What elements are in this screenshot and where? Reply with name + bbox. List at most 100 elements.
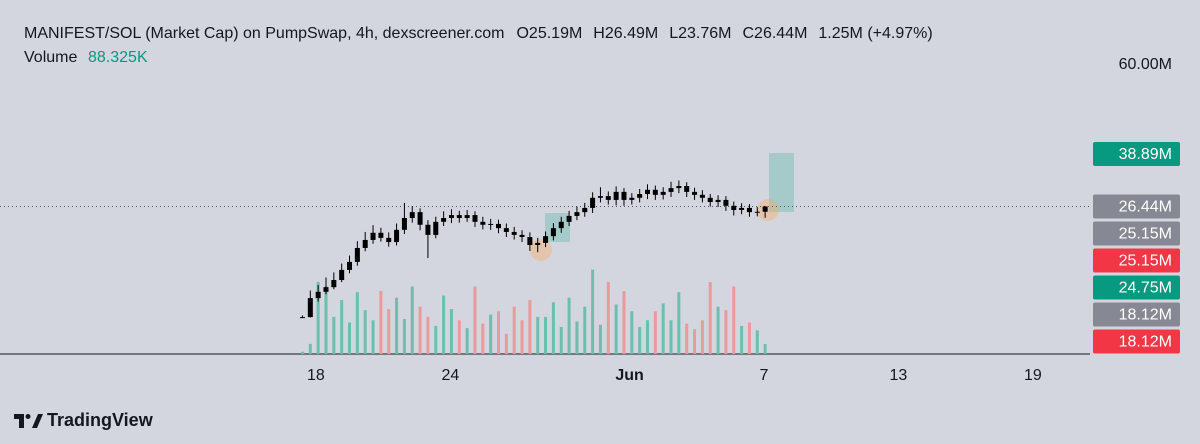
volume-bar [316,282,320,354]
price-label-box [1093,302,1180,327]
volume-bar [598,324,602,354]
candle-body [558,221,564,229]
volume-bar [449,309,453,354]
candle-body [739,207,745,211]
volume-bar [300,351,304,354]
candle-body [535,242,541,246]
candle-body [692,191,698,195]
price-label: 25.15M [1119,253,1172,270]
volume-bar [426,316,430,354]
candle-body [456,215,462,219]
x-tick-label: Jun [615,367,643,384]
volume-bar [747,322,751,354]
x-tick-label: 19 [1024,367,1042,384]
volume-bar [371,320,375,354]
volume-bar [544,316,548,354]
volume-bar [653,311,657,354]
candle-body [417,212,423,225]
candle-body [699,194,705,198]
candle-body [433,221,439,235]
candle-body [394,229,400,243]
volume-bar [638,327,642,354]
candle-body [425,224,431,235]
volume-bar [340,300,344,354]
ohlc-value: L23.76M [669,25,731,42]
candle-body [668,188,674,192]
marker [530,239,552,261]
volume-bar [520,320,524,354]
candle-body [550,228,556,237]
brand: TradingView [47,410,154,430]
candle-body [582,207,588,213]
price-label-box [1093,194,1180,219]
volume-bar [646,320,650,354]
chart-title: MANIFEST/SOL (Market Cap) on PumpSwap, 4… [24,25,504,42]
volume-bar [332,316,336,354]
candle-body [723,199,729,206]
volume-bar [685,323,689,354]
volume-bar [395,297,399,354]
volume-bar [622,291,626,354]
candle-body [754,211,760,213]
candle-body [488,223,494,225]
volume-bar [677,292,681,354]
price-label-box [1093,329,1180,354]
volume-bar [528,300,532,354]
candle-body [370,232,376,240]
candle-body [746,207,752,213]
target-zone [545,213,570,242]
candle-body [339,269,345,281]
candle-body [472,215,478,222]
volume-bar [387,309,391,354]
price-label-box [1093,248,1180,273]
volume-bar [481,323,485,354]
candle-body [684,185,690,192]
candle-body [527,237,533,246]
volume-bar [536,316,540,354]
volume-bar [732,286,736,354]
candle-body [637,193,643,198]
volume-bar [348,322,352,354]
price-label-box [1093,221,1180,246]
candle-body [590,197,596,208]
candle-body [409,212,415,219]
volume-bar [763,344,767,354]
candle-body [543,236,549,243]
volume-bar [575,321,579,354]
volume-bar [708,282,712,354]
candle-body [378,232,384,238]
candle-body [480,221,486,225]
x-tick-label: 24 [441,367,459,384]
x-tick-label: 13 [890,367,908,384]
candle-body [605,196,611,200]
marker [757,199,779,221]
volume-bar [504,333,508,354]
volume-bar [606,282,610,354]
candle-body [441,218,447,222]
candle-body [347,261,353,270]
volume-bar [724,310,728,354]
price-label: 18.12M [1119,334,1172,351]
candle-body [566,215,572,222]
volume-bar [614,304,618,354]
candle-body [448,215,454,219]
candle-body [645,189,651,194]
candle-body [715,199,721,203]
volume-bar [551,302,555,354]
volume-bar [693,329,697,354]
volume-bar [700,320,704,354]
price-label: 18.12M [1119,307,1172,324]
volume-bar [308,343,312,354]
candle-body [652,189,658,195]
volume-bar [363,310,367,354]
volume-bar [591,269,595,354]
x-tick-label: 7 [760,367,769,384]
volume-bar [379,291,383,354]
price-label: 38.89M [1119,146,1172,163]
candle-body [762,206,768,212]
header: MANIFEST/SOL (Market Cap) on PumpSwap, 4… [24,25,504,66]
volume-bar [567,297,571,354]
candle-body [676,185,682,189]
